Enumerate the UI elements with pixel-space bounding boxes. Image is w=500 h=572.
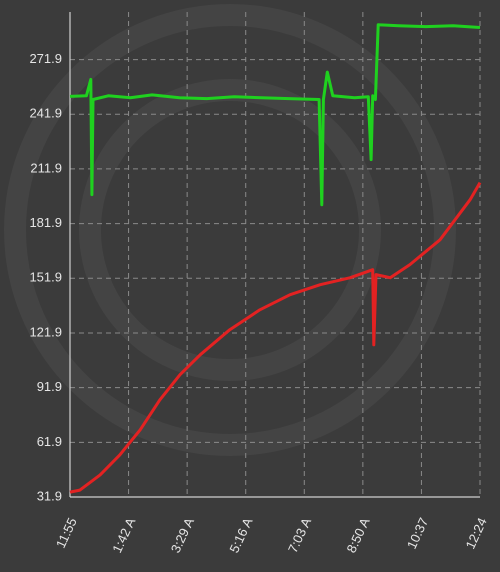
x-tick-label: 11:55 [53, 515, 80, 550]
y-tick-label: 31.9 [37, 488, 62, 503]
x-tick-label: 12:24 [462, 515, 489, 551]
y-tick-label: 61.9 [37, 434, 62, 449]
y-tick-label: 121.9 [29, 324, 62, 339]
x-tick-label: 5:16 A [226, 515, 255, 555]
series-line [69, 181, 482, 494]
x-tick-label: 3:29 A [168, 515, 197, 555]
y-tick-label: 241.9 [29, 106, 62, 121]
y-tick-label: 151.9 [29, 270, 62, 285]
x-tick-label: 1:42 A [109, 515, 138, 555]
y-tick-label: 181.9 [29, 215, 62, 230]
series-line [69, 23, 481, 207]
y-tick-label: 91.9 [37, 379, 62, 394]
y-tick-label: 271.9 [29, 51, 62, 66]
x-tick-label: 8:50 A [344, 515, 373, 555]
y-tick-label: 211.9 [30, 160, 62, 175]
x-tick-label: 7:03 A [285, 515, 314, 555]
x-tick-label: 10:37 [404, 515, 431, 551]
watermark [4, 4, 456, 456]
